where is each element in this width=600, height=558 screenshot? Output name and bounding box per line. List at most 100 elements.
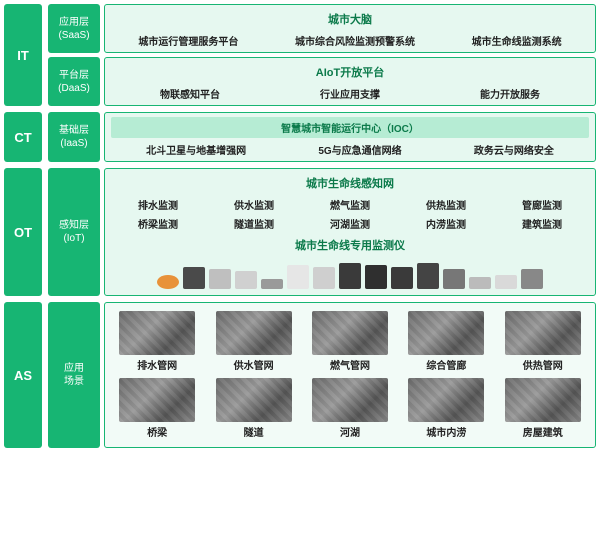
scenario-label: 隧道	[244, 424, 264, 439]
item: 排水监测	[138, 197, 178, 212]
item: 隧道监测	[234, 216, 274, 231]
scenario-thumb	[119, 378, 195, 422]
side-label: 平台层(DaaS)	[48, 57, 100, 106]
scenario-label: 排水管网	[137, 357, 177, 372]
item: 桥梁监测	[138, 216, 178, 231]
item: 城市运行管理服务平台	[138, 33, 238, 48]
scenario-cell: 供热管网	[499, 311, 587, 372]
side-l1: 应用层	[59, 16, 89, 29]
side-l2: (DaaS)	[58, 82, 90, 95]
items: 城市运行管理服务平台 城市综合风险监测预警系统 城市生命线监测系统	[111, 33, 589, 48]
device-icon	[391, 267, 413, 289]
tier-label: IT	[4, 4, 42, 106]
tier-body: 应用层(SaaS) 城市大脑城市运行管理服务平台 城市综合风险监测预警系统 城市生命线…	[48, 4, 596, 106]
tier-it: IT应用层(SaaS)城市大脑城市运行管理服务平台城市综合风险监测预警系统城市生…	[4, 4, 596, 106]
scenario-label: 供热管网	[523, 357, 563, 372]
tier-label: AS	[4, 302, 42, 448]
side-l2: 场景	[64, 375, 84, 388]
scenario-thumb	[408, 311, 484, 355]
side-l1: 平台层	[59, 69, 89, 82]
tier-body: 感知层(IoT)城市生命线感知网排水监测供水监测燃气监测供热监测管廊监测桥梁监测…	[48, 168, 596, 296]
panel-title: 城市生命线感知网	[111, 173, 589, 193]
scenario-thumb	[408, 378, 484, 422]
tier-label: CT	[4, 112, 42, 162]
side-l1: 基础层	[59, 124, 89, 137]
side-l2: (IoT)	[63, 232, 84, 245]
tier-label: OT	[4, 168, 42, 296]
items: 北斗卫星与地基增强网 5G与应急通信网络 政务云与网络安全	[111, 142, 589, 157]
item: 建筑监测	[522, 216, 562, 231]
item: 供水监测	[234, 197, 274, 212]
item: 行业应用支撑	[320, 86, 380, 101]
item: 城市生命线监测系统	[472, 33, 562, 48]
device-icon	[365, 265, 387, 289]
items-row: 桥梁监测 隧道监测 河湖监测 内涝监测 建筑监测	[111, 216, 589, 231]
tier-as: AS应用场景排水管网供水管网燃气管网综合管廊供热管网桥梁隧道河湖城市内涝房屋建筑	[4, 302, 596, 448]
panel-subtitle: 城市生命线专用监测仪	[111, 235, 589, 255]
device-icon	[183, 267, 205, 289]
item: 物联感知平台	[160, 86, 220, 101]
device-icon	[209, 269, 231, 289]
scenario-label: 综合管廊	[426, 357, 466, 372]
item: 北斗卫星与地基增强网	[146, 142, 246, 157]
device-icon	[313, 267, 335, 289]
scenario-cell: 综合管廊	[402, 311, 490, 372]
device-row	[111, 259, 589, 291]
scenario-label: 燃气管网	[330, 357, 370, 372]
panel: 城市生命线感知网排水监测供水监测燃气监测供热监测管廊监测桥梁监测隧道监测河湖监测…	[104, 168, 596, 296]
item: 供热监测	[426, 197, 466, 212]
side-l1: 应用	[64, 362, 84, 375]
tier-ot: OT感知层(IoT)城市生命线感知网排水监测供水监测燃气监测供热监测管廊监测桥梁…	[4, 168, 596, 296]
scenario-label: 河湖	[340, 424, 360, 439]
scenario-cell: 供水管网	[209, 311, 297, 372]
side-l2: (IaaS)	[60, 137, 87, 150]
device-icon	[287, 265, 309, 289]
device-icon	[235, 271, 257, 289]
side-l1: 感知层	[59, 219, 89, 232]
scenario-thumb	[505, 378, 581, 422]
scenario-thumb	[216, 378, 292, 422]
item: 河湖监测	[330, 216, 370, 231]
item: 燃气监测	[330, 197, 370, 212]
tier-body: 基础层(IaaS) 智慧城市智能运行中心（IOC） 北斗卫星与地基增强网 5G与应急通…	[48, 112, 596, 162]
architecture-diagram: IT应用层(SaaS)城市大脑城市运行管理服务平台城市综合风险监测预警系统城市生…	[0, 0, 600, 452]
scenario-thumb	[312, 378, 388, 422]
tier-ct: CT基础层(IaaS)智慧城市智能运行中心（IOC）北斗卫星与地基增强网5G与应…	[4, 112, 596, 162]
scenario-cell: 燃气管网	[306, 311, 394, 372]
items: 物联感知平台 行业应用支撑 能力开放服务	[111, 86, 589, 101]
tier-row: 应用场景排水管网供水管网燃气管网综合管廊供热管网桥梁隧道河湖城市内涝房屋建筑	[48, 302, 596, 448]
scenario-thumb	[312, 311, 388, 355]
scenario-thumb	[505, 311, 581, 355]
side-label: 基础层(IaaS)	[48, 112, 100, 162]
scenario-thumb	[119, 311, 195, 355]
item: 城市综合风险监测预警系统	[295, 33, 415, 48]
panel: 城市大脑城市运行管理服务平台 城市综合风险监测预警系统 城市生命线监测系统	[104, 4, 596, 53]
scenario-label: 房屋建筑	[523, 424, 563, 439]
panel-title: 城市大脑	[111, 9, 589, 29]
scenario-cell: 城市内涝	[402, 378, 490, 439]
scenario-grid: 排水管网供水管网燃气管网综合管廊供热管网桥梁隧道河湖城市内涝房屋建筑	[111, 307, 589, 443]
scenario-cell: 河湖	[306, 378, 394, 439]
scenario-cell: 隧道	[209, 378, 297, 439]
device-icon	[261, 279, 283, 289]
scenario-cell: 房屋建筑	[499, 378, 587, 439]
device-icon	[521, 269, 543, 289]
side-label: 感知层(IoT)	[48, 168, 100, 296]
side-label: 应用层(SaaS)	[48, 4, 100, 53]
panel-title: AIoT开放平台	[111, 62, 589, 82]
device-icon	[339, 263, 361, 289]
tier-row: 基础层(IaaS) 智慧城市智能运行中心（IOC） 北斗卫星与地基增强网 5G与应急通…	[48, 112, 596, 162]
panel: 排水管网供水管网燃气管网综合管廊供热管网桥梁隧道河湖城市内涝房屋建筑	[104, 302, 596, 448]
device-icon	[417, 263, 439, 289]
panel-band: 智慧城市智能运行中心（IOC）	[111, 117, 589, 138]
side-l2: (SaaS)	[58, 29, 89, 42]
item: 内涝监测	[426, 216, 466, 231]
scenario-label: 城市内涝	[426, 424, 466, 439]
tier-row: 应用层(SaaS) 城市大脑城市运行管理服务平台 城市综合风险监测预警系统 城市生命线…	[48, 4, 596, 53]
item: 5G与应急通信网络	[318, 142, 401, 157]
item: 能力开放服务	[480, 86, 540, 101]
device-icon	[469, 277, 491, 289]
side-label: 应用场景	[48, 302, 100, 448]
panel: 智慧城市智能运行中心（IOC） 北斗卫星与地基增强网 5G与应急通信网络 政务云与网络…	[104, 112, 596, 162]
item: 政务云与网络安全	[474, 142, 554, 157]
